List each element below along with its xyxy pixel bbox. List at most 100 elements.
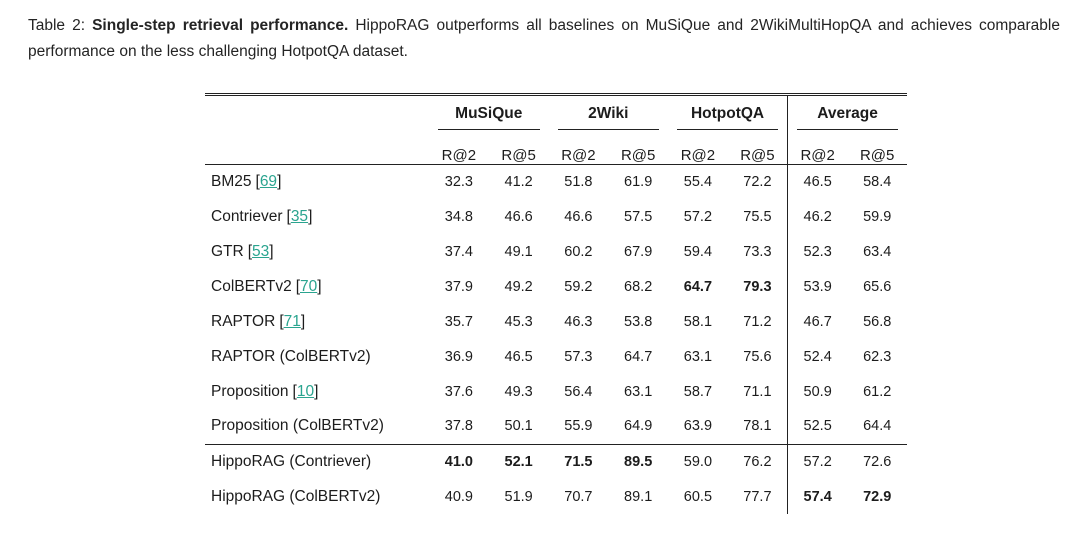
group-header-musique: MuSiQue	[429, 96, 549, 130]
value-cell: 53.8	[624, 313, 653, 330]
value-cell: 59.9	[863, 208, 892, 225]
subheader-cell: R@5	[727, 130, 788, 165]
table-row: RAPTOR [71] 35.7 45.3 46.3 53.8 58.1 71.2 46.7 5…	[205, 304, 907, 339]
value-cell: 71.5	[548, 443, 609, 479]
value-cell: 72.9	[863, 488, 892, 505]
value-cell: 75.6	[743, 348, 772, 365]
subheader-cell: R@2	[429, 130, 489, 165]
table-row: Proposition [10] 37.6 49.3 56.4 63.1 58.7 71.1…	[205, 374, 907, 409]
results-table: MuSiQue 2Wiki HotpotQA Average R@2 R@5 R…	[205, 93, 908, 514]
value-cell: 55.9	[564, 418, 593, 435]
value-cell: 46.2	[787, 199, 848, 234]
value-cell: 45.3	[504, 313, 533, 330]
value-cell: 64.7	[683, 278, 713, 295]
retrieval-performance-table: MuSiQue 2Wiki HotpotQA Average R@2 R@5 R…	[205, 96, 908, 514]
method-label: HippoRAG (ColBERTv2)	[205, 479, 429, 514]
method-label: RAPTOR [71]	[205, 304, 429, 339]
value-cell: 52.1	[488, 443, 549, 479]
value-cell: 70.7	[564, 488, 593, 505]
value-cell: 46.6	[564, 208, 593, 225]
value-cell: 76.2	[727, 443, 788, 479]
value-cell: 59.0	[668, 443, 728, 479]
value-cell: 71.2	[743, 313, 772, 330]
value-cell: 49.1	[504, 243, 533, 260]
value-cell: 46.7	[787, 304, 848, 339]
value-cell: 57.5	[624, 208, 653, 225]
group-header-row: MuSiQue 2Wiki HotpotQA Average	[205, 96, 908, 130]
citation: [53]	[248, 243, 274, 260]
table-row: HippoRAG (Contriever) 41.0 52.1 71.5 89.5 59…	[205, 443, 908, 479]
citation: [35]	[287, 208, 313, 225]
value-cell: 63.4	[863, 243, 892, 260]
method-label: RAPTOR (ColBERTv2)	[205, 339, 429, 374]
caption-title: Single-step retrieval performance.	[92, 17, 349, 34]
value-cell: 67.9	[624, 243, 653, 260]
citation-link[interactable]: 53	[252, 242, 270, 260]
table-body: BM25 [69] 32.3 41.2 51.8 61.9 55.4 72.2 46.5 58.…	[205, 164, 908, 514]
value-cell: 35.7	[444, 313, 473, 330]
value-cell: 57.2	[683, 208, 713, 225]
citation-link[interactable]: 69	[259, 172, 278, 190]
cite-close-bracket: ]	[314, 382, 319, 400]
value-cell: 77.7	[743, 488, 772, 505]
value-cell: 58.7	[683, 383, 713, 400]
value-cell: 63.1	[624, 383, 653, 400]
method-name: HippoRAG (ColBERTv2)	[211, 487, 381, 505]
method-name: Contriever	[211, 207, 283, 225]
method-name: RAPTOR	[211, 312, 276, 330]
value-cell: 64.9	[624, 418, 653, 435]
group-header-hotpotqa: HotpotQA	[668, 96, 788, 130]
cite-open-bracket: [	[247, 242, 253, 260]
value-cell: 37.6	[444, 383, 473, 400]
value-cell: 37.8	[444, 418, 473, 435]
caption-text: HippoRAG outperforms all baselines on Mu…	[28, 17, 1060, 60]
value-cell: 52.5	[787, 409, 848, 444]
citation-link[interactable]: 35	[290, 207, 309, 225]
subheader-row: R@2 R@5 R@2 R@5 R@2 R@5 R@2 R@5	[205, 130, 908, 165]
cite-close-bracket: ]	[300, 312, 306, 330]
value-cell: 46.6	[504, 208, 533, 225]
group-header-2wiki: 2Wiki	[549, 96, 669, 130]
value-cell: 71.1	[743, 383, 772, 400]
value-cell: 41.2	[504, 173, 533, 190]
value-cell: 53.9	[787, 269, 848, 304]
caption-prefix: Table 2:	[28, 17, 93, 34]
value-cell: 64.7	[624, 348, 653, 365]
subheader-cell: R@2	[548, 130, 609, 165]
value-cell: 72.6	[847, 443, 908, 479]
cite-open-bracket: [	[255, 172, 260, 190]
table-row: Contriever [35] 34.8 46.6 46.6 57.5 57.2 75.5 4…	[205, 199, 907, 234]
value-cell: 52.3	[787, 234, 848, 269]
subheader-cell: R@5	[847, 130, 908, 165]
citation-link[interactable]: 10	[296, 382, 315, 400]
value-cell: 64.4	[863, 418, 892, 435]
value-cell: 65.6	[863, 278, 892, 295]
table-caption: Table 2: Single-step retrieval performan…	[28, 13, 1060, 65]
method-label: HippoRAG (Contriever)	[205, 443, 429, 479]
value-cell: 32.3	[444, 173, 473, 190]
cite-close-bracket: ]	[277, 172, 282, 190]
value-cell: 46.5	[787, 164, 848, 199]
method-label: Proposition [10]	[205, 374, 429, 409]
method-name: GTR	[211, 242, 244, 260]
subheader-empty	[205, 130, 429, 165]
value-cell: 37.4	[444, 243, 473, 260]
citation-link[interactable]: 70	[300, 277, 318, 295]
subheader-cell: R@2	[787, 130, 848, 165]
value-cell: 55.4	[683, 173, 713, 190]
method-label: Contriever [35]	[205, 199, 429, 234]
cite-open-bracket: [	[279, 312, 284, 330]
value-cell: 61.9	[624, 173, 653, 190]
value-cell: 57.4	[787, 479, 848, 514]
method-label: GTR [53]	[205, 234, 429, 269]
citation-link[interactable]: 71	[283, 312, 301, 330]
value-cell: 46.3	[564, 313, 593, 330]
method-label: Proposition (ColBERTv2)	[205, 409, 429, 444]
value-cell: 49.2	[504, 278, 533, 295]
value-cell: 51.8	[564, 173, 593, 190]
value-cell: 89.5	[608, 443, 669, 479]
table-row: GTR [53] 37.4 49.1 60.2 67.9 59.4 73.3 52.3 63.4	[205, 234, 907, 269]
value-cell: 78.1	[743, 418, 772, 435]
value-cell: 60.5	[683, 488, 713, 505]
table-row: BM25 [69] 32.3 41.2 51.8 61.9 55.4 72.2 46.5 58.…	[205, 164, 907, 199]
